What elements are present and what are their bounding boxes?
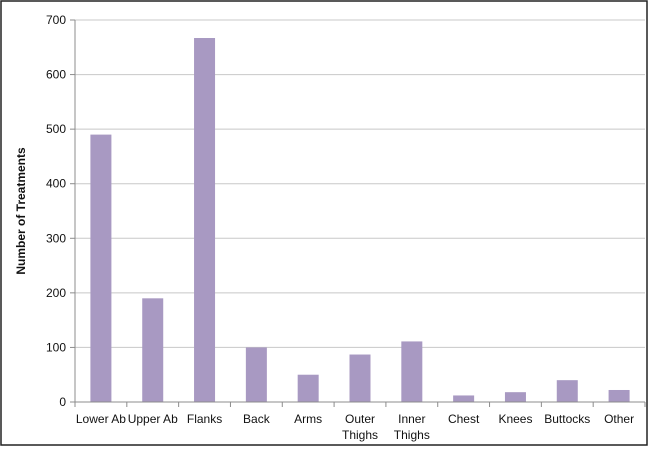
x-category-label: Lower Ab	[76, 412, 126, 426]
bar	[245, 347, 267, 402]
y-tick-label: 500	[46, 122, 66, 136]
x-category-label: Buttocks	[544, 412, 590, 426]
y-tick-label: 400	[46, 177, 66, 191]
x-category-label: Arms	[294, 412, 322, 426]
bar	[297, 374, 319, 402]
x-category-label: Thighs	[342, 428, 378, 442]
x-category-label: Inner	[398, 412, 425, 426]
x-category-label: Thighs	[394, 428, 430, 442]
x-category-label: Outer	[345, 412, 375, 426]
bar	[556, 380, 578, 402]
bar	[608, 389, 630, 402]
bar	[194, 38, 216, 402]
bar	[349, 354, 371, 402]
x-category-label: Knees	[498, 412, 532, 426]
y-tick-label: 200	[46, 286, 66, 300]
axes	[70, 19, 646, 407]
bars	[90, 38, 630, 402]
gridlines	[75, 19, 645, 348]
bar	[90, 134, 112, 402]
x-category-label: Chest	[448, 412, 480, 426]
y-axis-label: Number of Treatments	[14, 147, 28, 275]
bar	[453, 395, 475, 402]
y-tick-label: 600	[46, 68, 66, 82]
x-category-label: Other	[604, 412, 634, 426]
labels: 0 100 200 300 400 500 600 700 Lower Ab Upper Ab Fl…	[46, 13, 634, 442]
bar	[504, 392, 526, 402]
bar	[142, 298, 164, 402]
x-category-label: Flanks	[187, 412, 222, 426]
x-category-label: Upper Ab	[128, 412, 178, 426]
y-tick-label: 300	[46, 231, 66, 245]
bar	[401, 341, 423, 402]
y-tick-label: 700	[46, 13, 66, 27]
x-category-label: Back	[243, 412, 271, 426]
y-tick-label: 0	[59, 395, 66, 409]
y-tick-label: 100	[46, 340, 66, 354]
